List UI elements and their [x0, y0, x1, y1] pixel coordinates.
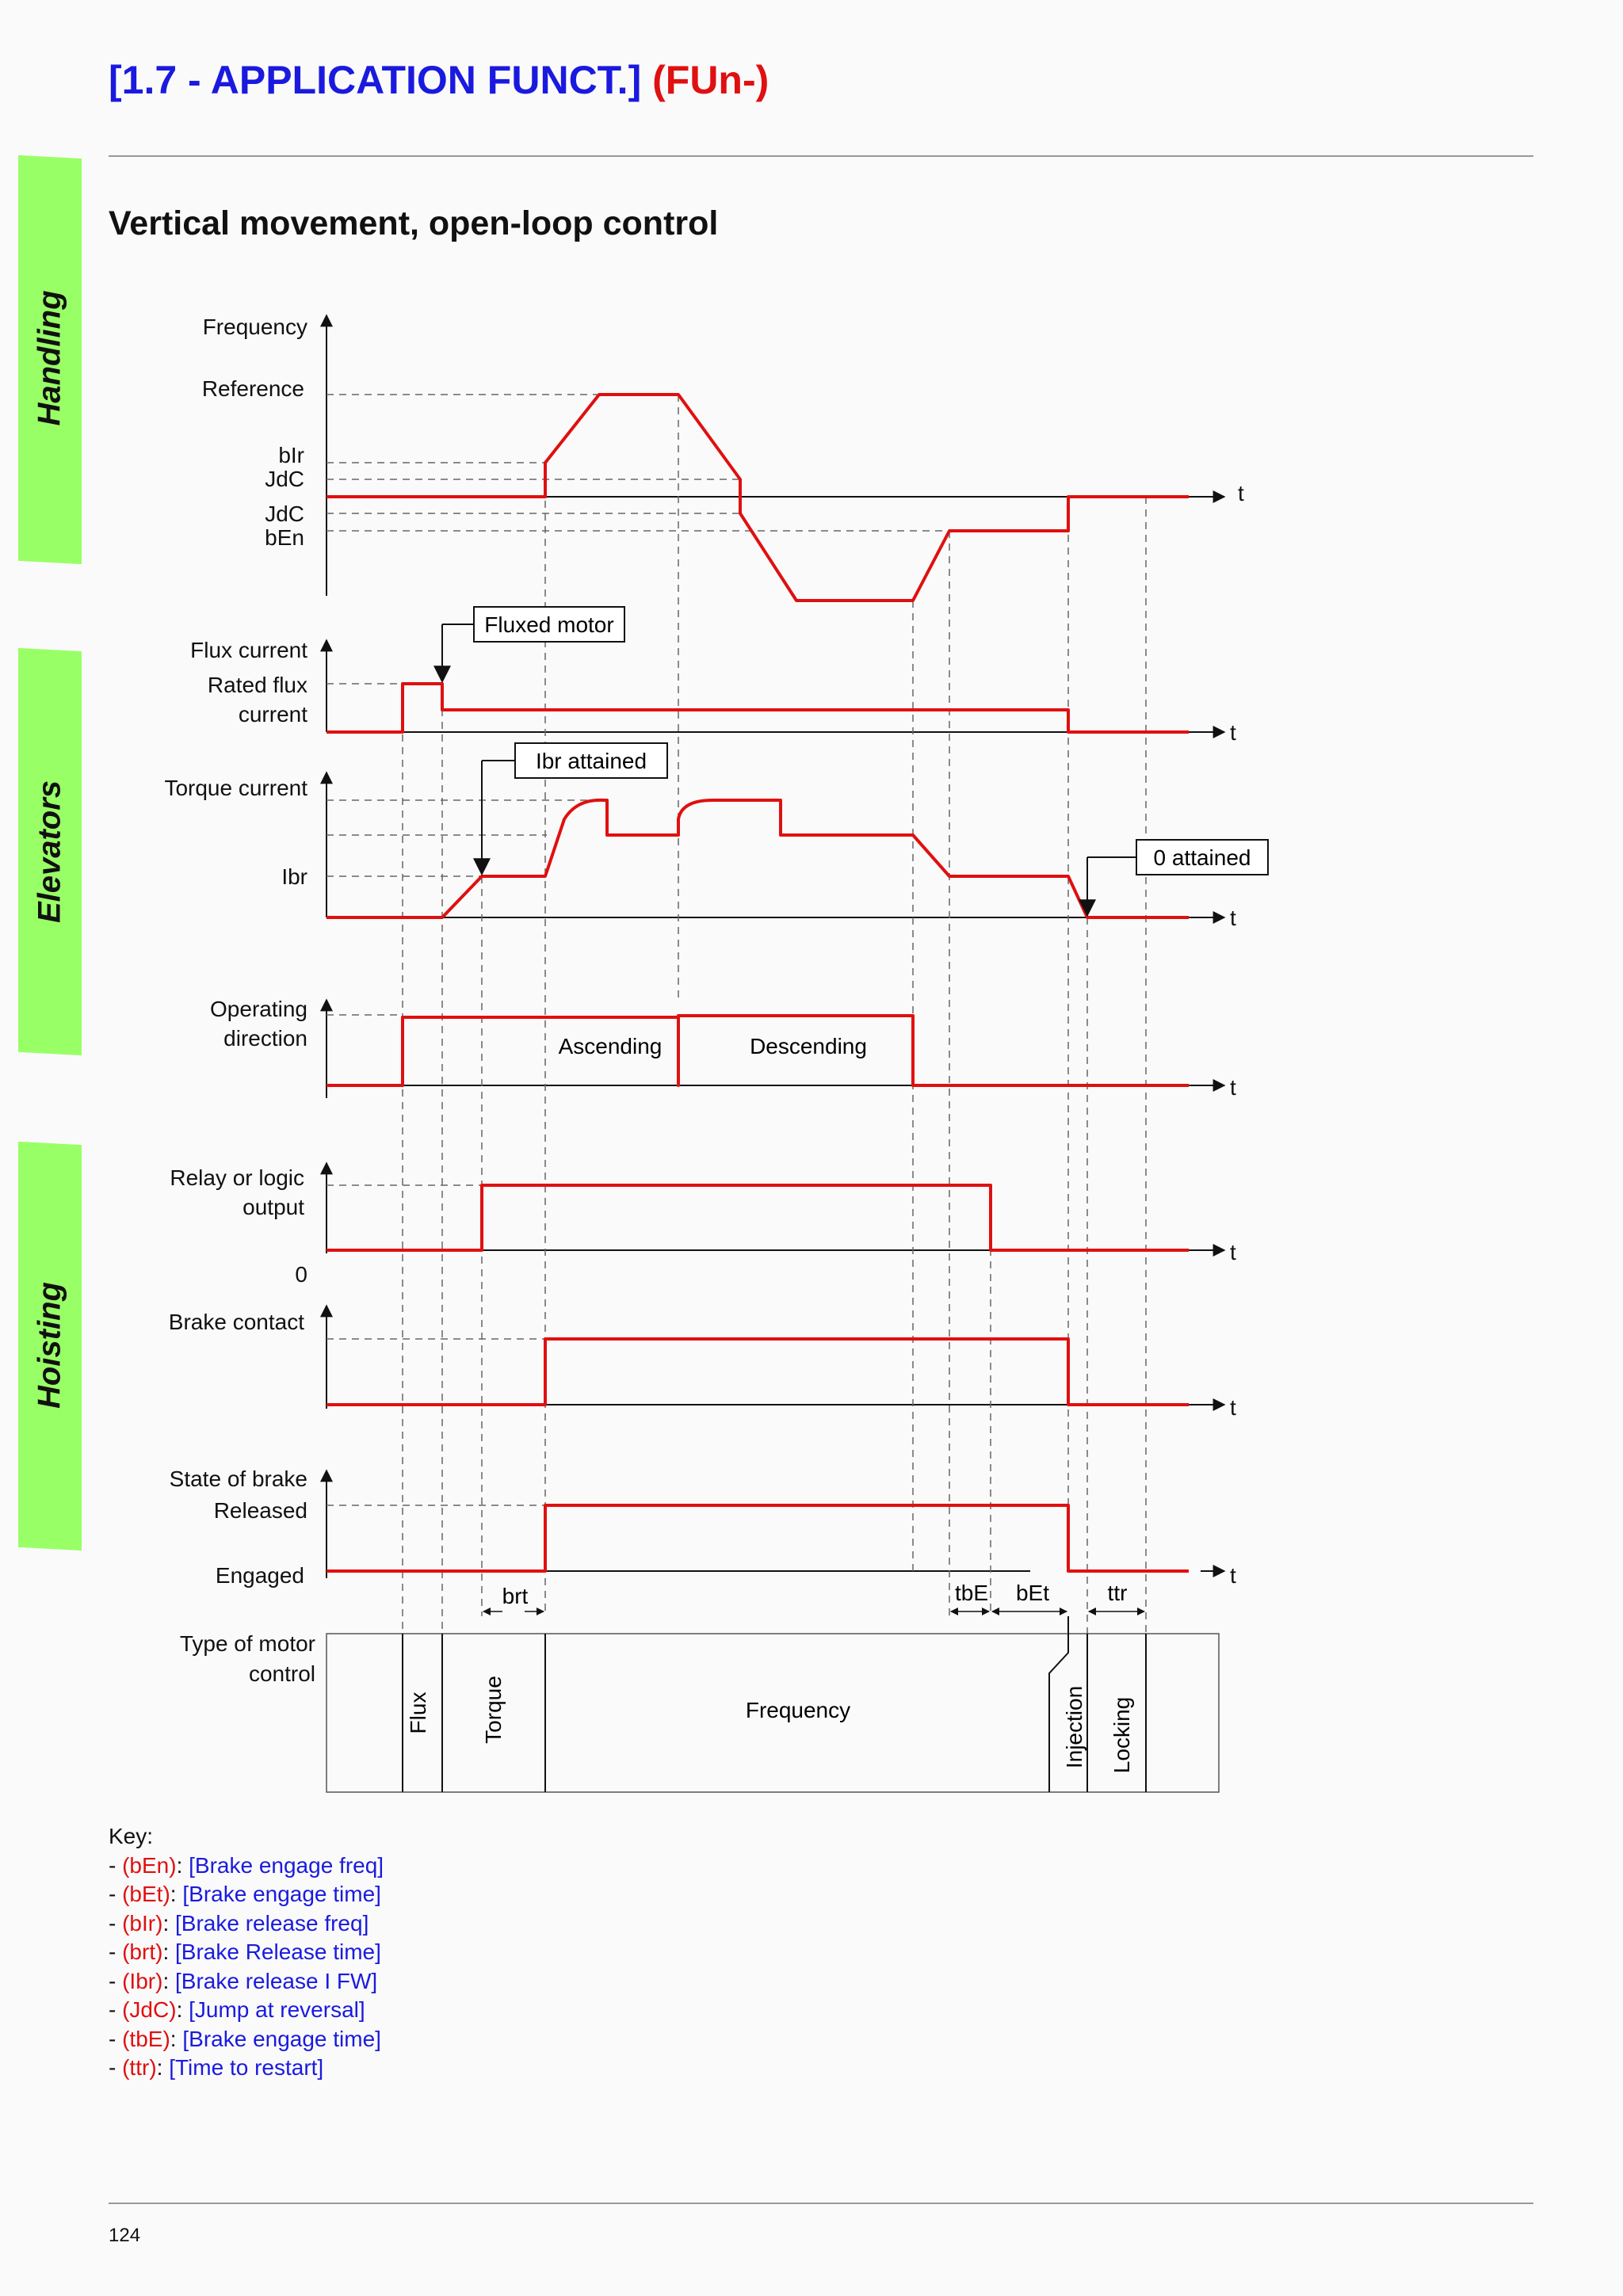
trace-brake-state [327, 1504, 1189, 1573]
label-jdc-negative: JdC [265, 502, 304, 526]
callout-zero-attained: 0 attained [1154, 845, 1251, 870]
key-legend: Key: - (bEn): [Brake engage freq] - (bEt… [109, 1822, 384, 2083]
callout-ibr-attained: Ibr attained [536, 749, 647, 773]
label-relay-2: output [242, 1195, 304, 1219]
key-item: - (tbE): [Brake engage time] [109, 2026, 381, 2051]
t-label-relay: t [1230, 1240, 1236, 1264]
label-ascending: Ascending [559, 1034, 663, 1058]
key-item: - (bEt): [Brake engage time] [109, 1882, 381, 1906]
footer-rule [109, 2203, 1533, 2204]
t-label-brake-contact: t [1230, 1395, 1236, 1420]
label-jdc-positive: JdC [265, 467, 304, 491]
label-operating-direction-2: direction [223, 1026, 307, 1051]
label-bet: bEt [1016, 1581, 1049, 1605]
label-frequency: Frequency [203, 315, 307, 339]
t-label-flux: t [1230, 720, 1236, 745]
phase-frequency: Frequency [746, 1698, 850, 1722]
label-brake-state: State of brake [170, 1466, 307, 1491]
callout-zero-attained-box [1136, 839, 1269, 875]
t-label-brake-state: t [1230, 1563, 1236, 1588]
t-label-torque: t [1230, 906, 1236, 930]
callout-fluxed-motor-box [473, 606, 625, 643]
trace-frequency [327, 393, 1189, 602]
label-operating-direction-1: Operating [210, 997, 307, 1021]
phase-locking: Locking [1109, 1697, 1134, 1774]
label-brake-contact: Brake contact [169, 1310, 304, 1334]
label-relay-1: Relay or logic [170, 1165, 304, 1190]
trace-relay-output [327, 1184, 1189, 1252]
label-zero: 0 [295, 1262, 307, 1287]
label-blr: bIr [278, 443, 304, 467]
header-code: (FUn-) [652, 58, 769, 102]
phase-flux: Flux [406, 1692, 430, 1734]
label-torque-current: Torque current [164, 776, 307, 800]
page-number: 124 [109, 2225, 141, 2246]
callout-ibr-attained-box [514, 742, 668, 779]
header-title: [1.7 - APPLICATION FUNCT.] [109, 58, 642, 102]
trace-torque-current [327, 798, 1189, 919]
label-tbe: tbE [955, 1581, 988, 1605]
label-motor-control-1: Type of motor [180, 1631, 315, 1656]
key-item: - (bIr): [Brake release freq] [109, 1910, 369, 1936]
t-label-frequency: t [1238, 481, 1244, 505]
key-item: - (brt): [Brake Release time] [109, 1939, 381, 1964]
trace-brake-contact [327, 1337, 1189, 1406]
label-flux-current: Flux current [190, 638, 307, 662]
label-released: Released [214, 1498, 307, 1523]
key-title: Key: [109, 1824, 154, 1848]
motor-control-box [326, 1633, 1220, 1793]
section-title: Vertical movement, open-loop control [109, 204, 719, 242]
label-rated-flux-2: current [239, 702, 307, 727]
label-descending: Descending [750, 1034, 867, 1058]
trace-operating-direction [327, 1014, 1189, 1087]
key-item: - (ttr): [Time to restart] [109, 2055, 324, 2080]
label-brt: brt [502, 1584, 529, 1608]
label-ibr: Ibr [281, 864, 307, 889]
header-rule [109, 155, 1533, 157]
key-item: - (Ibr): [Brake release I FW] [109, 1968, 378, 1993]
trace-flux-current [327, 682, 1189, 734]
phase-injection: Injection [1062, 1686, 1086, 1768]
key-item: - (bEn): [Brake engage freq] [109, 1852, 384, 1878]
page-header: [1.7 - APPLICATION FUNCT.] (FUn-) [109, 57, 769, 103]
callout-fluxed-motor: Fluxed motor [484, 612, 613, 637]
label-ttr: ttr [1108, 1581, 1128, 1605]
phase-torque: Torque [481, 1676, 506, 1744]
label-engaged: Engaged [216, 1563, 304, 1588]
key-item: - (JdC): [Jump at reversal] [109, 1997, 365, 2022]
label-rated-flux-1: Rated flux [208, 673, 307, 697]
label-motor-control-2: control [249, 1661, 315, 1686]
label-ben: bEn [265, 525, 304, 550]
label-reference: Reference [202, 376, 304, 401]
t-label-direction: t [1230, 1075, 1236, 1100]
